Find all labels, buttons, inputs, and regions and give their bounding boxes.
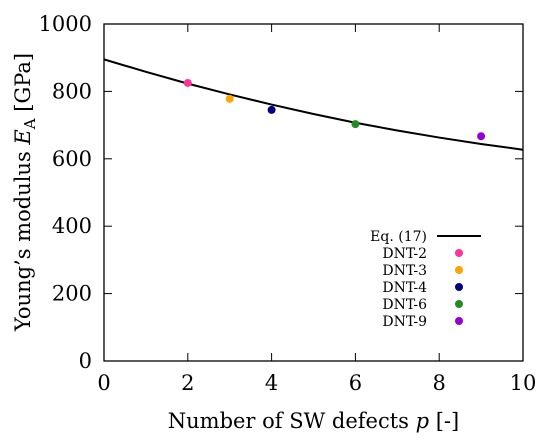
axis-ticks	[103, 23, 524, 362]
y-tick-label: 0	[79, 349, 92, 373]
tick-labels: 0 2 4 6 8 10 0 200 400 600 800 1000	[39, 12, 537, 395]
y-axis-title-suffix: [GPa]	[11, 53, 35, 119]
legend-point-swatch	[455, 317, 463, 325]
x-axis-title-variable: p	[416, 409, 429, 433]
legend-label: DNT-9	[382, 314, 427, 330]
plot-frame	[103, 23, 524, 362]
y-axis-title: Young’s modulus EA [GPa]	[11, 53, 39, 332]
x-axis-title: Number of SW defects p [-]	[168, 409, 459, 433]
legend-label: DNT-2	[382, 246, 427, 262]
legend-point-swatch	[455, 283, 463, 291]
x-tick-label: 8	[433, 371, 446, 395]
legend-label: DNT-6	[382, 297, 427, 313]
legend-point-swatch	[455, 300, 463, 308]
y-tick-label: 200	[52, 282, 92, 306]
legend-label: DNT-4	[382, 280, 427, 296]
data-point-dnt-2	[183, 78, 192, 87]
x-tick-label: 10	[510, 371, 537, 395]
x-tick-label: 6	[349, 371, 362, 395]
legend-point-swatch	[455, 266, 463, 274]
legend-label: Eq. (17)	[370, 229, 427, 245]
y-tick-label: 1000	[39, 12, 92, 36]
x-axis-title-suffix: [-]	[429, 409, 459, 433]
legend-point-swatch	[455, 249, 463, 257]
data-point-dnt-3	[225, 94, 234, 103]
eq17-curve	[103, 58, 524, 151]
data-point-dnt-6	[351, 120, 360, 129]
y-tick-label: 400	[52, 214, 92, 238]
x-tick-label: 4	[265, 371, 278, 395]
x-tick-label: 0	[97, 371, 110, 395]
y-tick-label: 600	[52, 147, 92, 171]
legend-label: DNT-3	[382, 263, 427, 279]
data-point-dnt-9	[477, 132, 486, 141]
y-tick-label: 800	[52, 79, 92, 103]
x-axis-title-prefix: Number of SW defects	[168, 409, 416, 433]
y-axis-title-subscript: A	[21, 118, 39, 130]
data-point-dnt-4	[267, 105, 276, 114]
y-axis-title-variable: E	[11, 129, 35, 145]
x-tick-label: 2	[181, 371, 194, 395]
plot-content	[103, 58, 524, 151]
y-axis-title-prefix: Young’s modulus	[11, 145, 35, 333]
